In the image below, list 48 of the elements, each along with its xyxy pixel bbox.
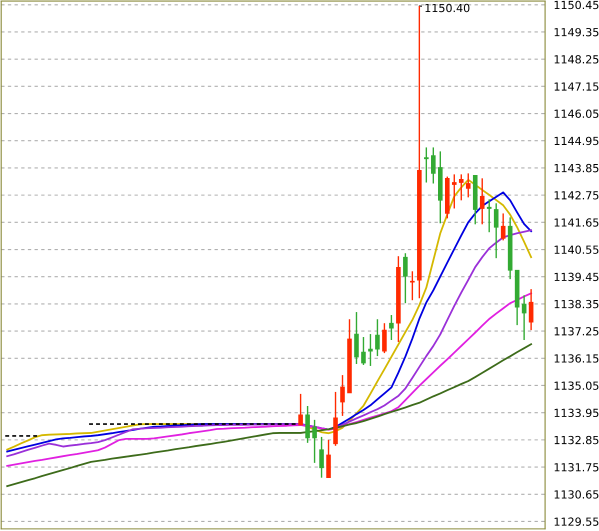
y-tick-label: 1147.15 [554, 82, 598, 91]
candlestick [458, 174, 464, 202]
y-tick-label: 1131.75 [554, 463, 598, 472]
y-tick-label: 1132.85 [554, 436, 598, 444]
candlestick [494, 202, 498, 259]
y-tick-label: 1148.25 [554, 55, 598, 64]
y-tick-label: 1133.95 [554, 408, 598, 418]
y-tick-label: 1150.45 [554, 0, 598, 10]
candlestick [298, 393, 303, 426]
y-tick-label: 1135.05 [554, 381, 598, 390]
line-series [6, 343, 532, 488]
y-tick-label: 1149.35 [554, 28, 598, 36]
candlestick [389, 314, 394, 341]
candlestick [431, 146, 436, 184]
candlestick [354, 311, 359, 365]
y-tick-label: 1136.15 [554, 354, 598, 363]
candlestick [312, 419, 317, 464]
candlestick [361, 336, 366, 366]
y-tick-label: 1146.05 [554, 110, 598, 118]
candlestick [403, 252, 408, 304]
candlestick [486, 198, 492, 233]
y-tick-label: 1140.55 [554, 245, 598, 254]
y-tick-label: 1129.55 [554, 517, 598, 526]
candlestick [375, 318, 380, 357]
y-tick-label: 1130.65 [554, 490, 598, 499]
candlestick [340, 374, 345, 417]
candlestick [382, 322, 387, 354]
y-tick-label: 1144.95 [554, 136, 598, 146]
annotation: 1150.40 [425, 4, 470, 12]
candlestick [452, 174, 457, 210]
candlestick [319, 436, 324, 478]
candlestick [466, 172, 471, 198]
y-tick-label: 1137.25 [554, 327, 598, 336]
y-tick-label: 1138.35 [554, 300, 598, 308]
line-series [6, 292, 532, 467]
candlestick [528, 288, 534, 331]
candlestick [424, 146, 429, 184]
y-tick-label: 1142.75 [554, 191, 598, 200]
candlestick [305, 405, 310, 444]
candlestick [480, 178, 485, 225]
candlestick [500, 212, 506, 242]
y-tick-label: 1141.65 [554, 218, 598, 227]
y-tick-label: 1139.45 [554, 272, 598, 282]
candlestick [410, 270, 415, 301]
y-tick-label: 1143.85 [554, 164, 598, 172]
candlestick [326, 439, 331, 478]
candlestick [522, 294, 526, 341]
candlestick [368, 333, 373, 367]
